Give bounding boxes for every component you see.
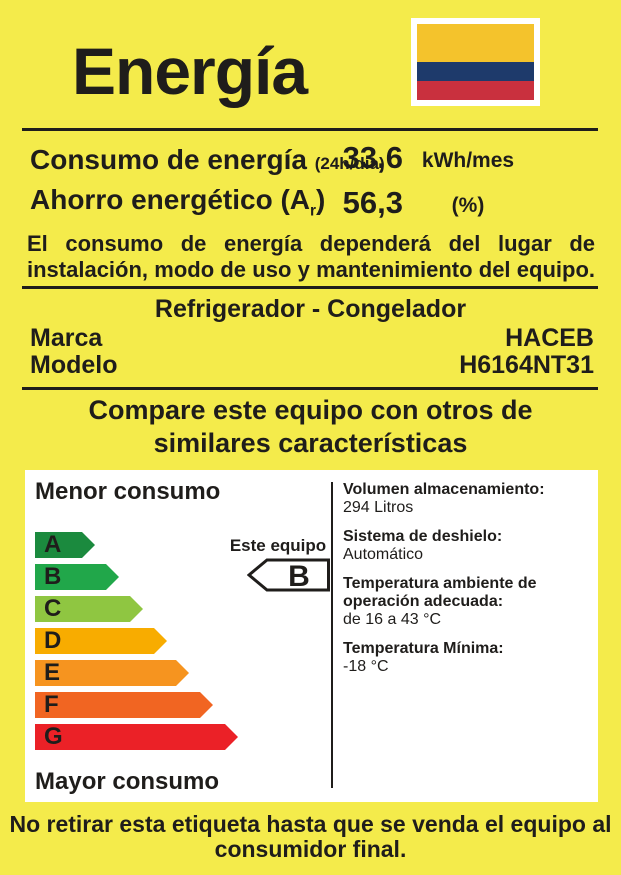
flag-stripe-blue: [417, 62, 534, 81]
consumo-label: Consumo de energía (24h/día): [30, 144, 385, 176]
model-row: Modelo H6164NT31: [30, 351, 594, 380]
divider-middle: [22, 286, 598, 289]
compare-heading: Compare este equipo con otros de similar…: [0, 394, 621, 460]
spec-defrost: Sistema de deshielo: Automático: [343, 528, 595, 564]
colombia-flag-icon: [411, 18, 540, 106]
spec-min-temp-label: Temperatura Mínima:: [343, 640, 504, 657]
spec-volume: Volumen almacenamiento: 294 Litros: [343, 481, 595, 517]
page-title: Energía: [72, 34, 308, 108]
ahorro-label: Ahorro energético (Ar): [30, 184, 325, 221]
spec-ambient-temp: Temperatura ambiente de operación adecua…: [343, 575, 595, 629]
ahorro-label-end: ): [316, 184, 326, 216]
scale-bar-g: G: [35, 724, 238, 750]
footer-notice: No retirar esta etiqueta hasta que se ve…: [0, 812, 621, 862]
this-equipment-label: Este equipo: [229, 536, 327, 555]
footer-notice-line-2: consumidor final.: [214, 836, 407, 862]
disclaimer-text: El consumo de energía dependerá del luga…: [27, 231, 595, 283]
ahorro-unit: (%): [451, 194, 485, 217]
divider-top: [22, 128, 598, 131]
scale-letter-g: G: [44, 723, 63, 750]
spec-volume-value: 294 Litros: [343, 499, 414, 516]
divider-bottom: [22, 387, 598, 390]
ahorro-label-text: Ahorro energético (A: [30, 184, 311, 216]
consumo-label-text: Consumo de energía: [30, 144, 307, 175]
metric-row-ahorro: Ahorro energético (Ar) 56,3 (%): [0, 181, 621, 225]
brand-value: HACEB: [505, 324, 594, 352]
rating-grade: B: [288, 560, 310, 593]
scale-bar-a: A: [35, 532, 95, 558]
spec-defrost-label: Sistema de deshielo:: [343, 528, 503, 545]
footer-notice-line-1: No retirar esta etiqueta hasta que se ve…: [9, 811, 612, 837]
scale-bar-d: D: [35, 628, 167, 654]
spec-defrost-value: Automático: [343, 546, 424, 563]
scale-letter-d: D: [44, 627, 62, 654]
consumo-value: 33,6: [342, 140, 403, 175]
scale-letter-e: E: [44, 659, 61, 686]
metric-row-consumo: Consumo de energía (24h/día) 33,6 kWh/me…: [0, 136, 621, 180]
efficiency-scale: A B C D E F G: [35, 532, 238, 756]
scale-bar-f: F: [35, 692, 213, 718]
spec-ambient-temp-value: de 16 a 43 °C: [343, 611, 442, 628]
scale-letter-c: C: [44, 595, 62, 622]
model-label: Modelo: [30, 351, 118, 379]
compare-heading-line-2: similares características: [153, 428, 468, 458]
efficiency-panel: Menor consumo A B C D E F G Mayor consum…: [25, 470, 598, 802]
spec-volume-label: Volumen almacenamiento:: [343, 481, 545, 498]
brand-row: Marca HACEB: [30, 324, 594, 353]
more-consumption-label: Mayor consumo: [35, 768, 220, 795]
scale-bar-b: B: [35, 564, 119, 590]
specs-list: Volumen almacenamiento: 294 Litros Siste…: [343, 481, 595, 687]
product-category: Refrigerador - Congelador: [154, 295, 467, 323]
consumo-unit: kWh/mes: [421, 149, 515, 172]
rating-marker-arrow-icon: B: [247, 558, 330, 593]
scale-letter-f: F: [44, 691, 59, 718]
scale-letter-a: A: [44, 531, 62, 558]
spec-ambient-temp-label: Temperatura ambiente de operación adecua…: [343, 575, 537, 610]
brand-label: Marca: [30, 324, 103, 352]
flag-stripe-red: [417, 81, 534, 100]
scale-bar-c: C: [35, 596, 143, 622]
compare-heading-line-1: Compare este equipo con otros de: [88, 395, 533, 425]
consumo-label-note: (24h/día): [314, 154, 385, 173]
ahorro-label-subscript: r: [310, 203, 317, 220]
flag-stripe-yellow: [417, 24, 534, 62]
flag-stripes: [417, 24, 534, 100]
spec-min-temp-value: -18 °C: [343, 658, 389, 675]
spec-min-temp: Temperatura Mínima: -18 °C: [343, 640, 595, 676]
scale-bar-e: E: [35, 660, 189, 686]
panel-vertical-divider: [331, 482, 333, 788]
disclaimer-line-1: El consumo de energía dependerá del luga…: [27, 231, 595, 256]
less-consumption-label: Menor consumo: [35, 478, 221, 505]
model-value: H6164NT31: [459, 351, 594, 379]
disclaimer-line-2: instalación, modo de uso y mantenimiento…: [27, 257, 595, 282]
ahorro-value: 56,3: [342, 185, 403, 220]
scale-letter-b: B: [44, 563, 62, 590]
